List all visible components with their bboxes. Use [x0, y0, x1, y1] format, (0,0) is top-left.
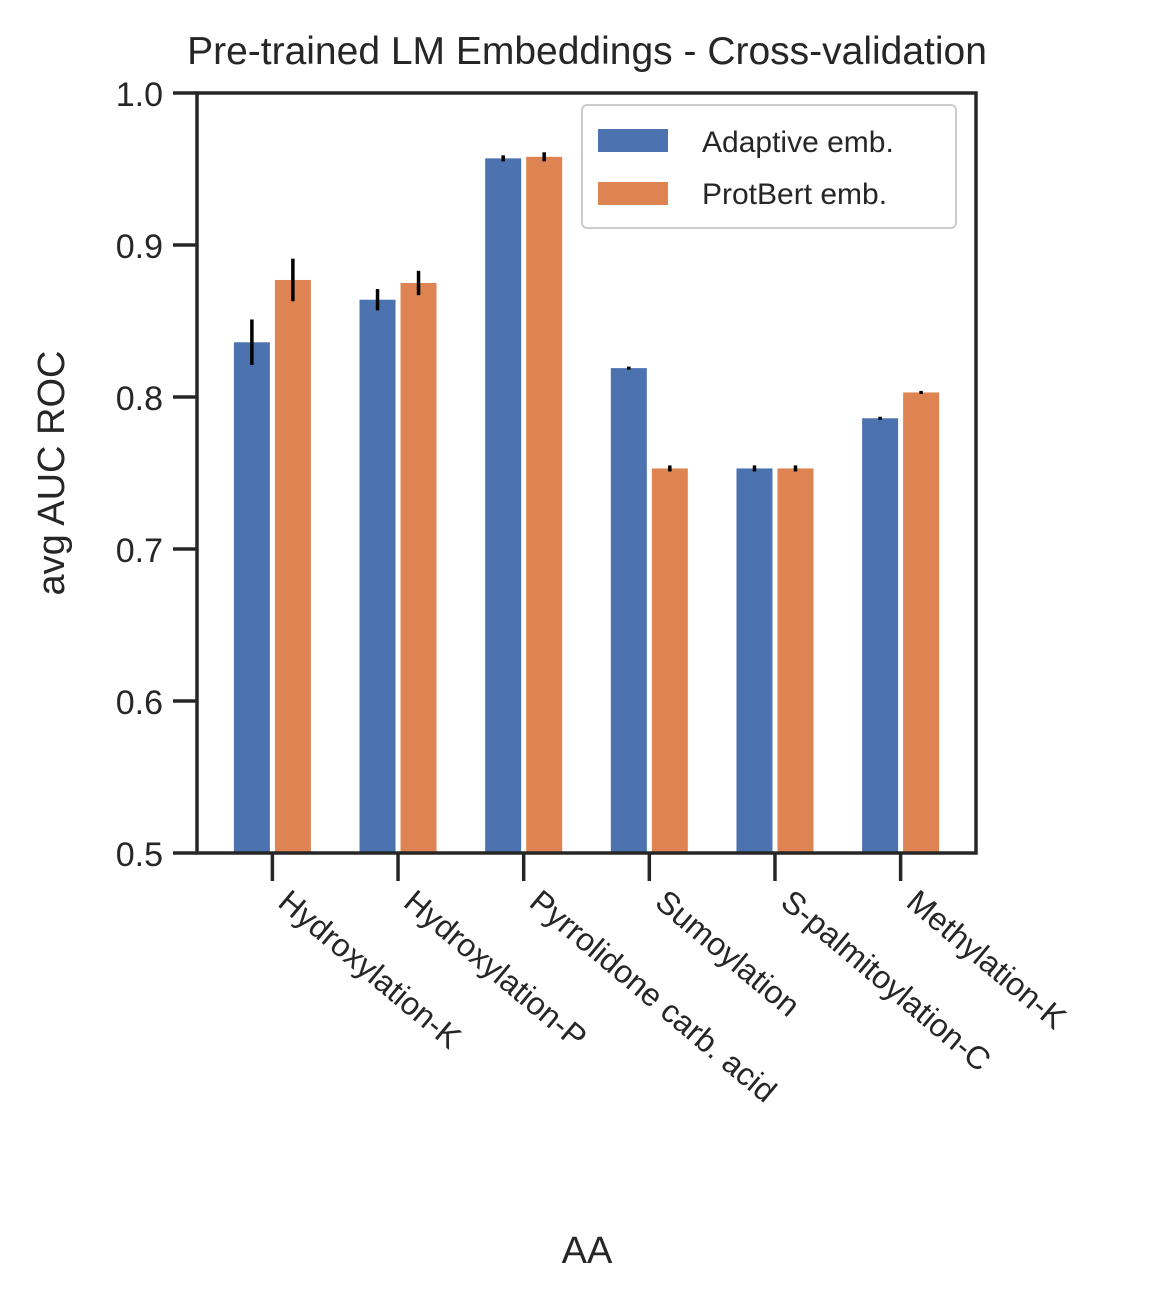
x-tick-label-5: S-palmitoylation-C	[774, 883, 997, 1079]
x-axis: Hydroxylation-KHydroxylation-PPyrrolidon…	[270, 853, 1073, 1110]
bar-adaptive-emb-4	[610, 368, 647, 853]
x-tick-label-3: Pyrrolidone carb. acid	[523, 883, 783, 1110]
bar-adaptive-emb-2	[359, 299, 396, 854]
chart-title: Pre-trained LM Embeddings - Cross-valida…	[187, 30, 987, 73]
legend: Adaptive emb. ProtBert emb.	[581, 104, 957, 229]
bars-group	[233, 156, 940, 854]
y-tick-label-6: 1.0	[116, 76, 163, 114]
bar-protbert-emb-5	[777, 468, 814, 853]
bar-adaptive-emb-3	[485, 158, 522, 854]
y-tick-label-3: 0.7	[116, 532, 163, 570]
legend-label-adaptive: Adaptive emb.	[702, 126, 894, 159]
legend-label-protbert: ProtBert emb.	[702, 178, 887, 211]
error-bars-group	[250, 152, 923, 472]
legend-swatch-protbert	[598, 182, 668, 205]
bar-protbert-emb-3	[526, 156, 563, 854]
y-axis: 0.5 0.6 0.7 0.8 0.9 1.0	[116, 76, 197, 874]
plot-frame	[195, 91, 978, 855]
bar-protbert-emb-2	[400, 283, 437, 853]
legend-swatch-adaptive	[598, 129, 668, 152]
y-tick-label-5: 0.9	[116, 228, 163, 266]
bar-protbert-emb-4	[651, 468, 688, 853]
bar-protbert-emb-1	[274, 279, 311, 854]
bar-adaptive-emb-6	[862, 418, 899, 853]
y-axis-label: avg AUC ROC	[31, 351, 73, 596]
bar-adaptive-emb-5	[736, 468, 773, 853]
y-tick-label-2: 0.6	[116, 684, 163, 722]
y-tick-label-4: 0.8	[116, 380, 163, 418]
legend-frame	[581, 104, 957, 229]
x-axis-label: AA	[562, 1230, 613, 1272]
bar-protbert-emb-6	[903, 392, 940, 853]
y-tick-label-1: 0.5	[116, 836, 163, 874]
bar-adaptive-emb-1	[233, 342, 270, 853]
